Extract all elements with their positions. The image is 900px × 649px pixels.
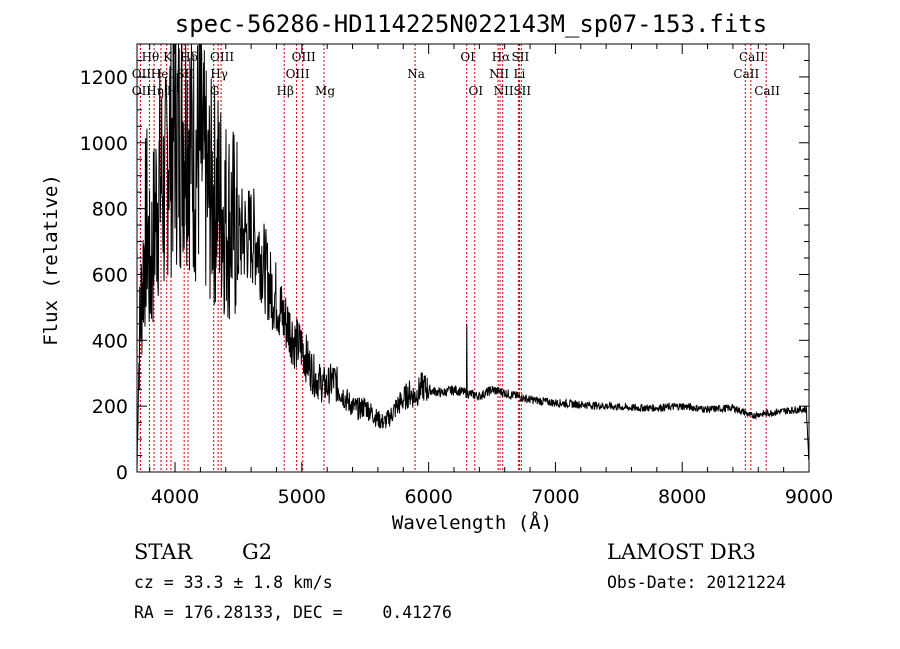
spectral-line-label: OIII: [292, 50, 316, 64]
spectral-line-label: H: [167, 84, 177, 98]
spectral-line-label: NII: [489, 67, 509, 81]
spectral-line-label: K: [163, 50, 173, 64]
spectral-line-label: OII: [132, 67, 152, 81]
spectral-line-markers: [139, 44, 767, 472]
spectral-line-label: Mg: [315, 84, 335, 98]
x-tick-label: 7000: [531, 486, 579, 508]
y-axis-label: Flux (relative): [40, 174, 62, 346]
spectral-line-label: CaII: [733, 67, 759, 81]
spectral-line-label: Hδ: [180, 50, 198, 64]
x-tick-label: 6000: [404, 486, 452, 508]
spectral-line-label: OIII: [210, 50, 234, 64]
spectral-line-label: Hα: [492, 50, 511, 64]
object-subclass: G2: [242, 540, 273, 564]
spectral-line-label: HeI: [151, 67, 174, 81]
x-tick-label: 4000: [151, 486, 199, 508]
y-tick-label: 0: [116, 462, 128, 484]
spectral-line-label: OI: [468, 84, 483, 98]
spectral-line-label: NII: [494, 84, 514, 98]
spectral-line-label: CaII: [739, 50, 765, 64]
spectral-line-label: SII: [512, 50, 530, 64]
chart-title: spec-56286-HD114225N022143M_sp07-153.fit…: [175, 10, 767, 38]
y-tick-label: 400: [92, 330, 128, 352]
spectral-line-label: OIII: [286, 67, 310, 81]
object-class: STAR: [134, 540, 193, 564]
spectral-line-label: SII: [513, 84, 531, 98]
redshift-velocity: cz = 33.3 ± 1.8 km/s: [134, 573, 333, 592]
spectrum-series: [136, 43, 810, 473]
spectral-line-label: Hβ: [277, 84, 294, 98]
spectral-line-label: Hη: [146, 84, 164, 98]
spectral-line-label: OI: [460, 50, 475, 64]
y-tick-label: 1000: [80, 133, 128, 155]
spectral-line-label: Na: [407, 67, 425, 81]
x-axis-ticks: 4000 5000 6000 7000 8000 9000: [149, 44, 833, 508]
y-tick-label: 1200: [80, 67, 128, 89]
x-tick-label: 8000: [658, 486, 706, 508]
spectral-line-label: Hγ: [210, 67, 228, 81]
y-tick-label: 200: [92, 396, 128, 418]
observation-date: Obs-Date: 20121224: [607, 573, 786, 592]
spectral-line-label: CaII: [754, 84, 780, 98]
y-tick-label: 600: [92, 264, 128, 286]
spectral-line-label: Hθ: [142, 50, 160, 64]
ra-dec-coordinates: RA = 176.28133, DEC = 0.41276: [134, 603, 452, 622]
x-axis-label: Wavelength (Å): [392, 511, 552, 534]
y-tick-label: 800: [92, 199, 128, 221]
x-tick-label: 9000: [785, 486, 833, 508]
spectral-line-label: Li: [513, 67, 525, 81]
y-axis-ticks: 0 200 400 600 800 1000 1200: [80, 59, 809, 484]
spectrum-line: [136, 43, 810, 473]
survey-name: LAMOST DR3: [607, 540, 756, 564]
x-tick-label: 5000: [278, 486, 326, 508]
